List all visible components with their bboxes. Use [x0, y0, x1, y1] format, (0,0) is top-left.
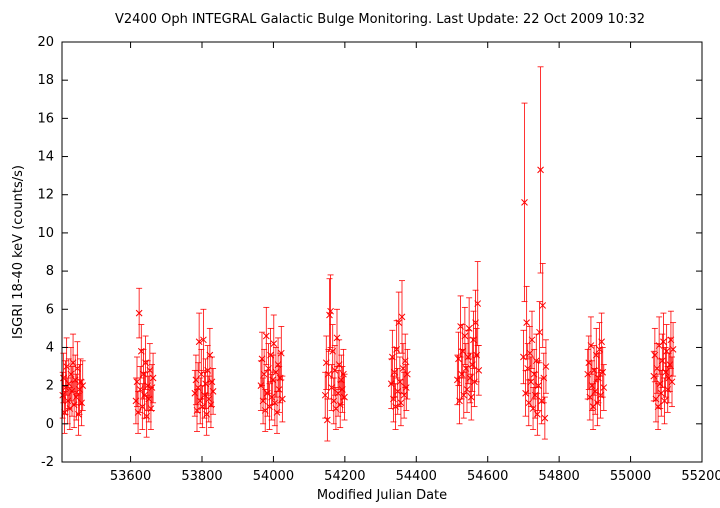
data-point	[539, 302, 547, 309]
data-point	[669, 346, 677, 353]
x-tick-label: 54600	[467, 469, 508, 484]
data-point	[395, 319, 403, 326]
axis-ticks: -2 0 2 4 6 8 10 12 14 16 18 20 53600 53800 54000 54200 5…	[37, 35, 720, 484]
data-point	[668, 378, 676, 386]
x-tick-label: 53800	[181, 469, 222, 484]
data-point	[598, 338, 605, 346]
data-point	[463, 386, 471, 393]
x-tick-label: 55200	[681, 469, 720, 484]
data-point	[660, 338, 667, 346]
data-point	[341, 393, 348, 401]
data-point	[536, 328, 543, 336]
data-point	[133, 378, 141, 386]
x-tick-label: 54800	[538, 469, 579, 484]
y-tick-label: 0	[46, 417, 54, 432]
chart-title: V2400 Oph INTEGRAL Galactic Bulge Monito…	[115, 12, 645, 27]
x-axis-label: Modified Julian Date	[317, 488, 447, 503]
data-point	[535, 382, 542, 389]
data-point	[537, 166, 544, 174]
data-point	[542, 363, 550, 370]
x-tick-label: 54000	[253, 469, 294, 484]
data-point	[587, 342, 595, 349]
data-point	[599, 368, 607, 376]
data-point	[325, 370, 332, 378]
data-point	[527, 378, 535, 386]
data-point	[331, 367, 339, 374]
data-point	[279, 395, 286, 403]
data-point	[528, 336, 536, 344]
x-tick-label: 53600	[110, 469, 151, 484]
y-tick-label: 14	[37, 150, 54, 165]
y-tick-label: 20	[37, 35, 54, 50]
y-axis-label: ISGRI 18-40 keV (counts/s)	[11, 165, 26, 339]
data-point	[474, 300, 482, 307]
data-point	[397, 399, 405, 407]
data-point	[541, 414, 549, 422]
data-point	[260, 370, 268, 378]
y-tick-label: 18	[37, 73, 54, 88]
y-tick-label: 6	[46, 302, 54, 317]
y-tick-label: 2	[46, 379, 54, 394]
y-tick-label: 16	[37, 111, 54, 126]
data-point	[277, 349, 285, 357]
data-point	[657, 389, 665, 397]
x-tick-label: 55000	[610, 469, 651, 484]
data-point	[275, 386, 283, 393]
data-point	[148, 384, 156, 391]
data-point	[534, 410, 541, 418]
y-tick-label: -2	[41, 455, 54, 470]
data-point	[523, 319, 530, 326]
data-point	[208, 378, 216, 386]
data-point	[659, 357, 666, 365]
plot-frame	[61, 41, 703, 463]
data-point	[135, 309, 143, 317]
data-point	[327, 307, 334, 315]
data-point	[404, 370, 411, 378]
data-point	[79, 382, 87, 389]
data-point	[324, 416, 331, 424]
y-tick-label: 4	[46, 340, 54, 355]
data-point	[402, 384, 410, 391]
y-tick-label: 12	[37, 188, 54, 203]
y-tick-label: 10	[37, 226, 54, 241]
data-point	[262, 332, 270, 340]
y-tick-label: 8	[46, 264, 54, 279]
x-tick-label: 54400	[396, 469, 437, 484]
data-point	[78, 399, 85, 407]
data-point	[195, 338, 203, 346]
data-point	[461, 332, 469, 340]
data-marks	[59, 66, 677, 442]
x-tick-label: 54200	[324, 469, 365, 484]
data-point	[521, 199, 528, 206]
data-point	[475, 367, 483, 374]
data-point	[200, 336, 207, 344]
data-point	[270, 340, 278, 347]
data-point	[268, 393, 275, 401]
data-point	[321, 391, 329, 399]
data-point	[209, 388, 217, 395]
data-point	[465, 325, 473, 332]
data-point	[398, 313, 406, 321]
data-point	[467, 393, 475, 401]
data-point	[600, 384, 608, 391]
data-point	[326, 311, 333, 319]
data-point	[149, 374, 157, 382]
